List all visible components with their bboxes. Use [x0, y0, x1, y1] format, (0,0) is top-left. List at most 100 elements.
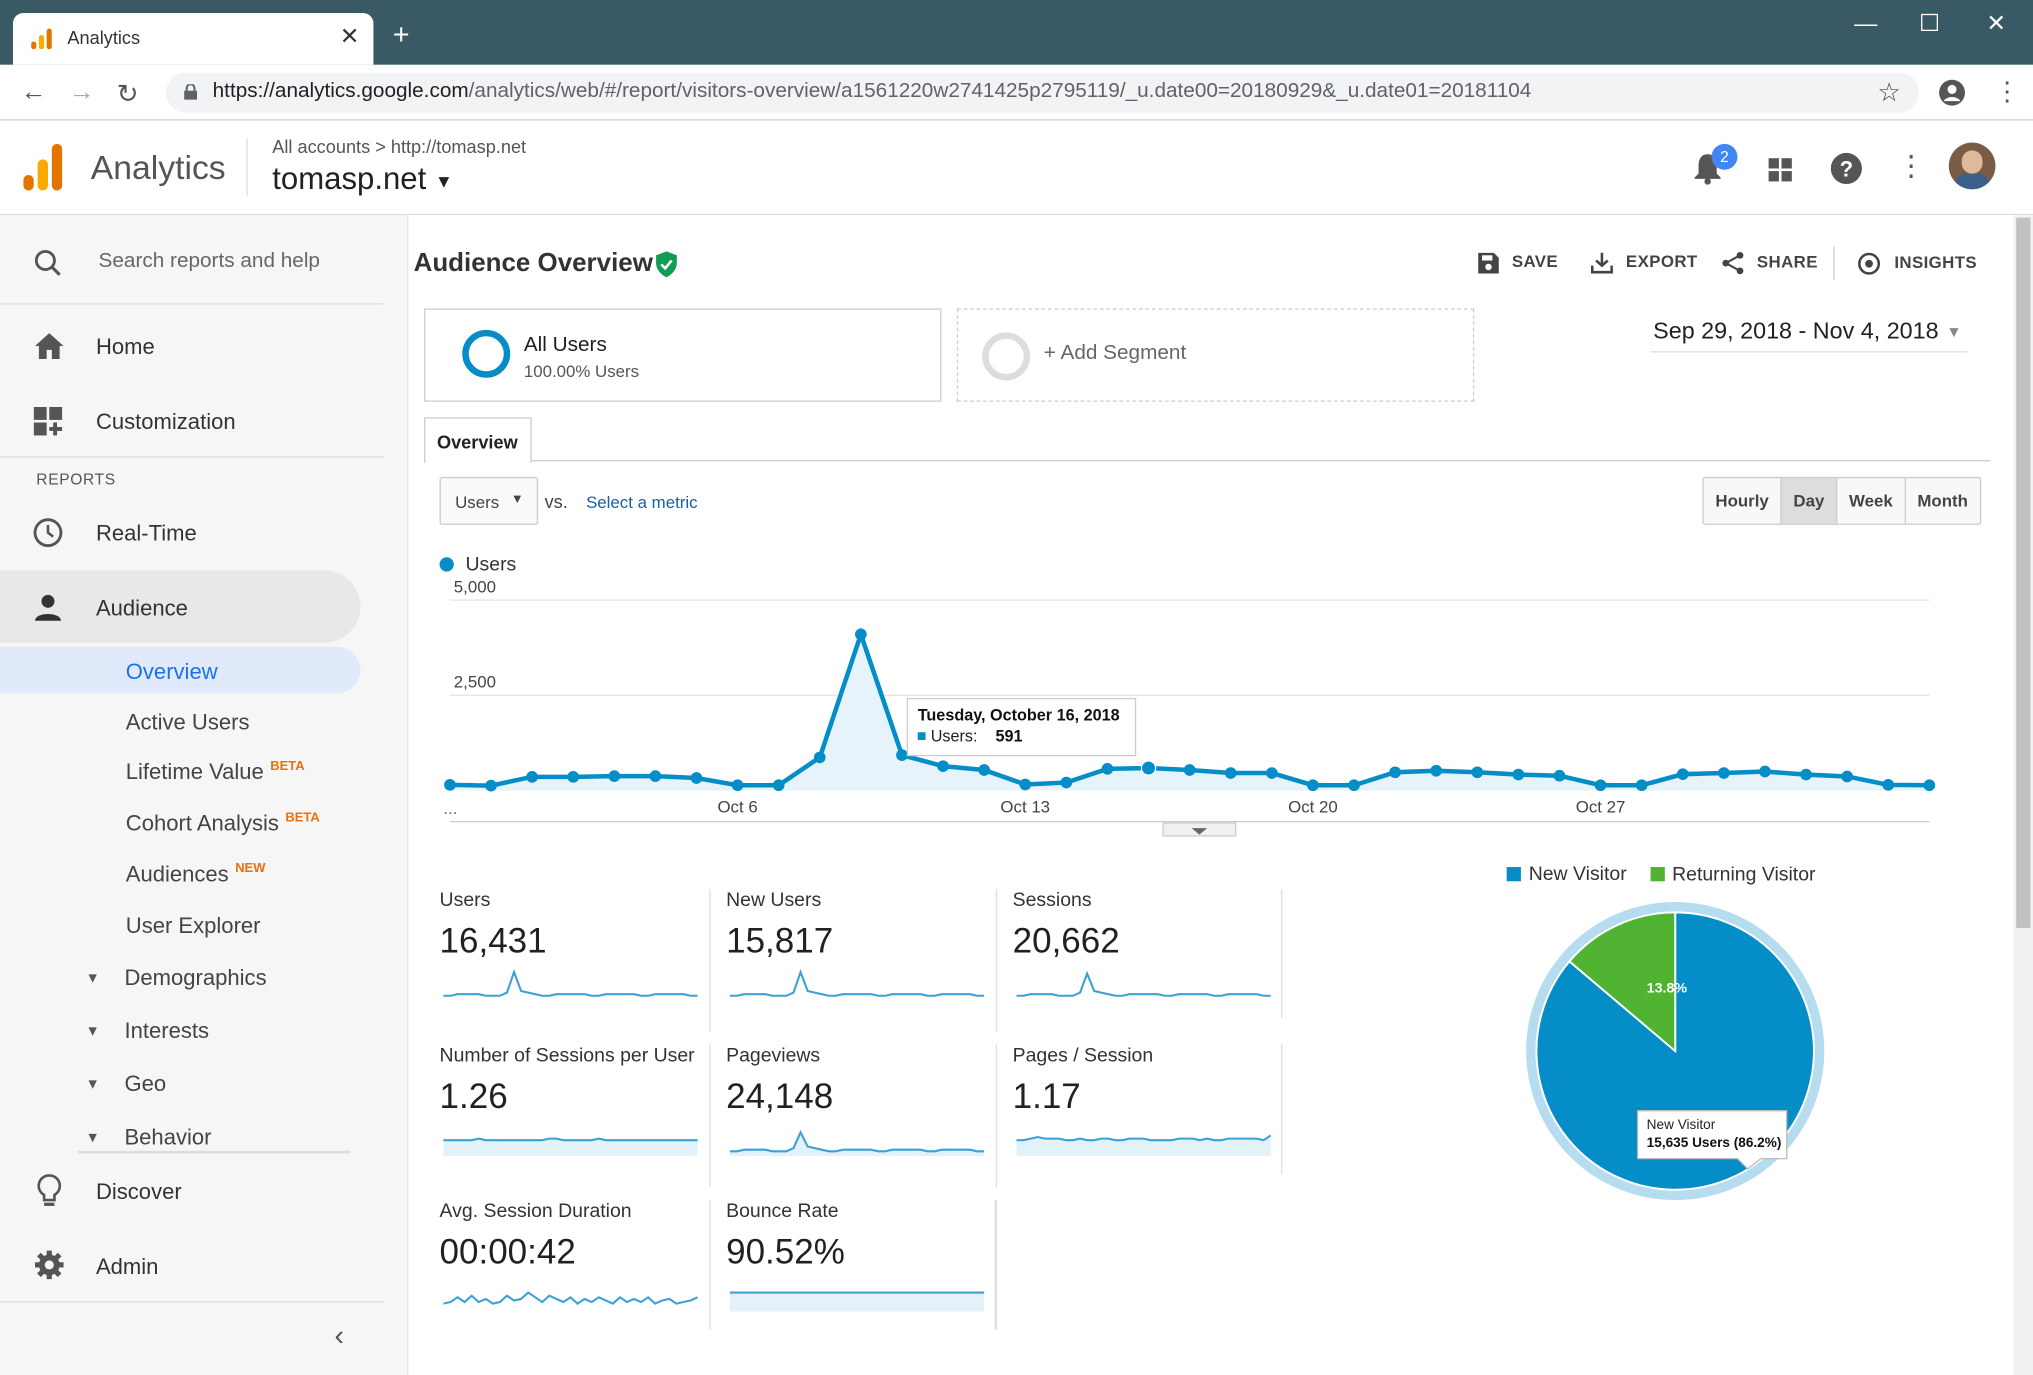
share-button[interactable]: SHARE — [1722, 251, 1818, 275]
crumb-site[interactable]: http://tomasp.net — [390, 136, 527, 157]
add-segment-button[interactable]: + Add Segment — [956, 308, 1475, 402]
apps-grid-icon[interactable] — [1768, 158, 1792, 182]
data-point[interactable] — [1882, 779, 1895, 791]
breadcrumb[interactable]: All accounts > http://tomasp.net — [272, 136, 526, 157]
search-reports-input[interactable]: Search reports and help — [98, 250, 320, 273]
data-point[interactable] — [1307, 779, 1319, 792]
sidebar-item-active-users[interactable]: Active Users — [125, 710, 250, 735]
sidebar-item-behavior[interactable]: ▼ Behavior — [0, 1121, 384, 1160]
data-point[interactable] — [1101, 763, 1114, 775]
data-point[interactable] — [1140, 760, 1157, 776]
pie-slice[interactable] — [1568, 911, 1677, 1054]
metric-card[interactable]: New Users 15,817 — [726, 889, 998, 1045]
back-icon[interactable]: ← — [20, 77, 47, 107]
data-point[interactable] — [608, 770, 621, 782]
tab-overview[interactable]: Overview — [423, 417, 532, 463]
granularity-day-button[interactable]: Day — [1781, 478, 1838, 524]
data-point[interactable] — [1430, 764, 1443, 777]
minimize-icon[interactable]: — — [1854, 10, 1878, 37]
data-point[interactable] — [649, 770, 662, 782]
data-point[interactable] — [1841, 770, 1853, 783]
granularity-week-button[interactable]: Week — [1837, 478, 1906, 524]
new-tab-icon[interactable]: + — [392, 18, 410, 51]
data-point[interactable] — [1389, 766, 1401, 779]
data-point[interactable] — [896, 749, 908, 761]
browser-menu-icon[interactable]: ⋮ — [1994, 77, 2021, 107]
data-point[interactable] — [485, 779, 497, 792]
granularity-hourly-button[interactable]: Hourly — [1704, 478, 1782, 524]
sidebar-item-home[interactable]: Home — [0, 319, 384, 371]
data-point[interactable] — [1553, 769, 1566, 782]
segment-all-users[interactable]: All Users 100.00% Users — [423, 308, 942, 402]
date-range-picker[interactable]: Sep 29, 2018 - Nov 4, 2018 ▼ — [1650, 316, 1967, 353]
bookmark-star-icon[interactable]: ☆ — [1877, 79, 1901, 108]
url-text[interactable]: https://analytics.google.com/analytics/w… — [213, 80, 1532, 103]
sidebar-item-admin[interactable]: Admin — [0, 1239, 384, 1291]
export-button[interactable]: EXPORT — [1590, 251, 1698, 274]
data-point[interactable] — [731, 779, 744, 792]
browser-tab[interactable]: Analytics ✕ — [12, 12, 374, 65]
collapse-sidebar-icon[interactable]: ‹ — [334, 1319, 345, 1352]
metric-card[interactable]: Sessions 20,662 — [1013, 889, 1285, 1045]
sidebar-item-overview[interactable]: Overview — [0, 646, 361, 694]
window-close-icon[interactable]: ✕ — [1986, 10, 2006, 37]
data-point[interactable] — [1224, 767, 1237, 779]
data-point[interactable] — [1348, 779, 1360, 792]
metric-card[interactable]: Users 16,431 — [440, 889, 712, 1045]
data-point[interactable] — [1183, 764, 1196, 776]
data-point[interactable] — [1265, 767, 1278, 779]
data-point[interactable] — [1471, 766, 1484, 779]
sidebar-item-user-explorer[interactable]: User Explorer — [125, 913, 261, 939]
ga-logo-icon[interactable] — [23, 143, 63, 191]
data-point[interactable] — [1594, 779, 1607, 792]
sidebar-item-discover[interactable]: Discover — [0, 1164, 384, 1216]
visitor-pie-chart[interactable]: 13.8% New Visitor 15,635 Users (86.2%) — [1517, 902, 1841, 1213]
data-point[interactable] — [978, 764, 990, 776]
avatar[interactable] — [1948, 142, 1996, 190]
data-point[interactable] — [855, 628, 867, 641]
metric-card[interactable]: Pageviews 24,148 — [726, 1045, 998, 1201]
data-point[interactable] — [1512, 768, 1525, 781]
data-point[interactable] — [567, 771, 580, 783]
data-point[interactable] — [1923, 779, 1936, 792]
data-point[interactable] — [444, 779, 456, 791]
data-point[interactable] — [1060, 776, 1073, 789]
sidebar-item-cohort-analysis[interactable]: Cohort Analysis BETA — [126, 811, 320, 837]
data-point[interactable] — [1676, 768, 1689, 781]
close-tab-icon[interactable]: ✕ — [339, 23, 360, 50]
metric-selector[interactable]: Users ▼ — [439, 476, 539, 525]
sidebar-item-audiences[interactable]: Audiences NEW — [126, 862, 266, 888]
metric-card[interactable]: Bounce Rate 90.52% — [726, 1200, 998, 1356]
sidebar-item-interests[interactable]: ▼ Interests — [0, 1015, 384, 1054]
data-point[interactable] — [526, 771, 538, 783]
data-point[interactable] — [937, 760, 949, 773]
granularity-month-button[interactable]: Month — [1917, 491, 1968, 511]
metric-card[interactable]: Pages / Session 1.17 — [1013, 1045, 1285, 1201]
insights-button[interactable]: INSIGHTS — [1857, 251, 1977, 276]
sidebar-item-geo[interactable]: ▼ Geo — [0, 1068, 384, 1107]
crumb-accounts[interactable]: All accounts — [272, 136, 371, 157]
maximize-icon[interactable]: ☐ — [1918, 10, 1940, 37]
users-line-chart[interactable]: 5,000 2,500... Oct 6 Oct 13 Oct 20 Oct 27 Tues… — [408, 578, 1964, 837]
data-point[interactable] — [1759, 765, 1771, 778]
data-point[interactable] — [772, 779, 785, 792]
save-button[interactable]: SAVE — [1478, 251, 1558, 273]
sidebar-item-customization[interactable]: Customization — [0, 394, 384, 446]
data-point[interactable] — [690, 772, 703, 784]
data-point[interactable] — [1800, 768, 1812, 781]
sidebar-item-lifetime-value[interactable]: Lifetime Value BETA — [126, 759, 305, 785]
data-point[interactable] — [1635, 779, 1648, 792]
sidebar-item-audience[interactable]: Audience — [0, 570, 361, 643]
sidebar-item-realtime[interactable]: Real-Time — [0, 505, 384, 557]
data-point[interactable] — [1718, 767, 1730, 779]
select-metric-link[interactable]: Select a metric — [586, 492, 698, 512]
forward-icon[interactable]: → — [68, 77, 95, 107]
help-icon[interactable]: ? — [1830, 152, 1864, 186]
account-icon[interactable] — [1938, 79, 1965, 106]
scrollbar-thumb[interactable] — [2016, 217, 2031, 928]
more-vert-icon[interactable]: ⋮ — [1896, 149, 1926, 182]
data-point[interactable] — [1019, 778, 1032, 791]
sidebar-item-demographics[interactable]: ▼ Demographics — [0, 962, 384, 1001]
property-selector[interactable]: tomasp.net ▼ — [272, 162, 453, 198]
omnibox[interactable]: https://analytics.google.com/analytics/w… — [165, 72, 1919, 113]
